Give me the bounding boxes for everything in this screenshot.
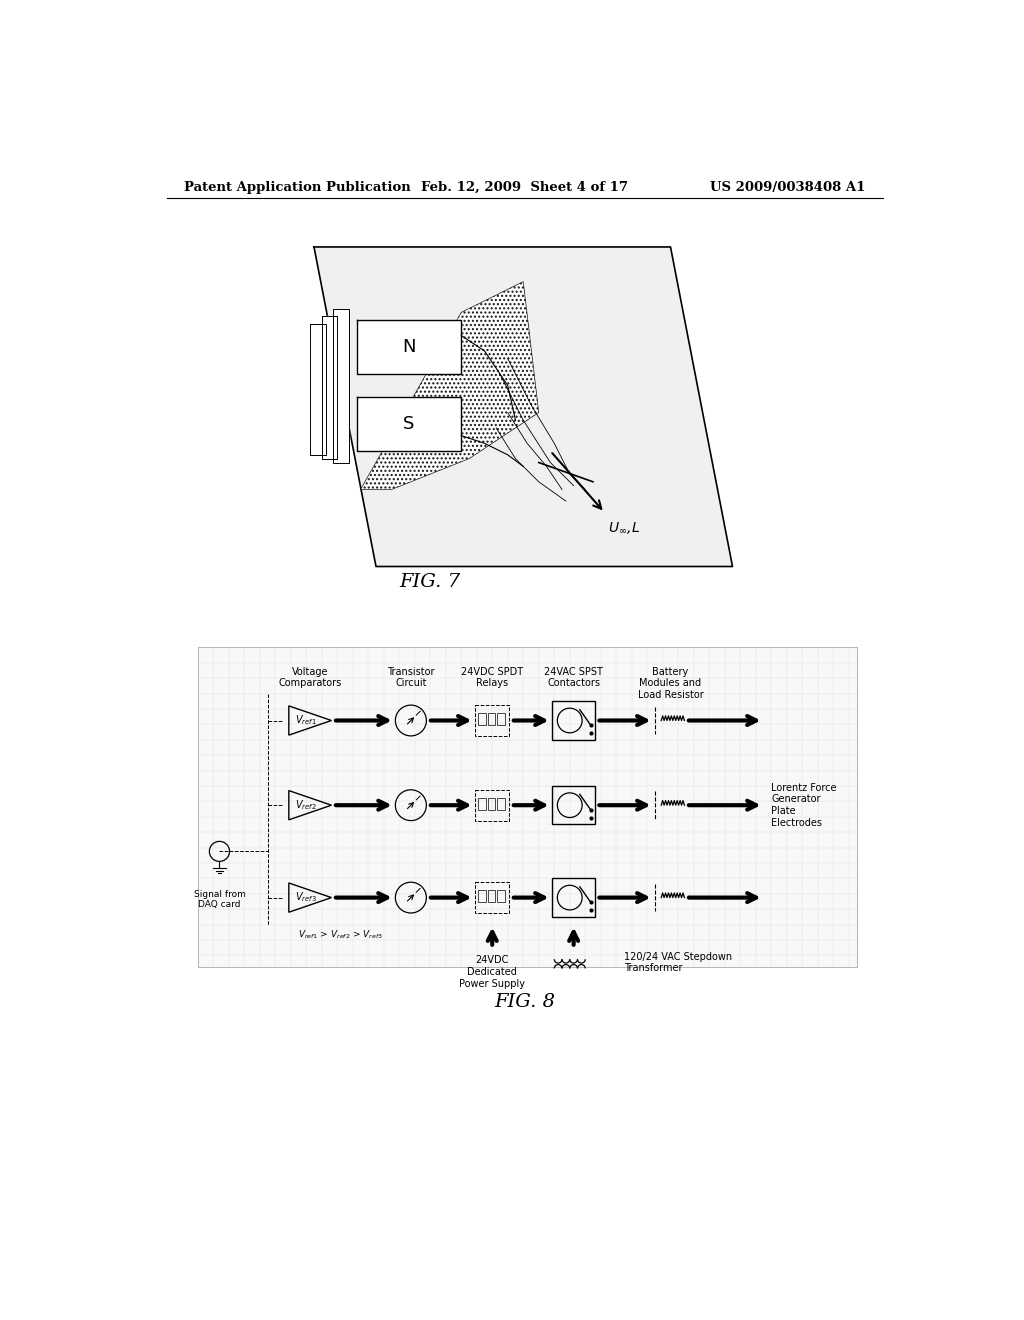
Polygon shape	[360, 281, 539, 490]
Polygon shape	[322, 317, 337, 459]
Text: $V_{ref2}$: $V_{ref2}$	[296, 799, 317, 812]
Bar	[487, 890, 496, 903]
Polygon shape	[356, 321, 461, 374]
Text: 24VDC SPDT
Relays: 24VDC SPDT Relays	[461, 667, 523, 688]
Bar	[478, 713, 486, 725]
Text: $U_{\infty}$,L: $U_{\infty}$,L	[608, 520, 640, 536]
Bar	[497, 713, 505, 725]
Polygon shape	[356, 397, 461, 451]
Text: $V_{ref1}$ > $V_{ref2}$ > $V_{ref3}$: $V_{ref1}$ > $V_{ref2}$ > $V_{ref3}$	[299, 928, 384, 941]
Text: $V_{ref1}$: $V_{ref1}$	[295, 714, 317, 727]
Text: Battery
Modules and
Load Resistor: Battery Modules and Load Resistor	[638, 667, 703, 700]
Text: 120/24 VAC Stepdown
Transformer: 120/24 VAC Stepdown Transformer	[624, 952, 732, 973]
Polygon shape	[314, 247, 732, 566]
Text: Patent Application Publication: Patent Application Publication	[183, 181, 411, 194]
Bar	[478, 797, 486, 809]
Text: US 2009/0038408 A1: US 2009/0038408 A1	[711, 181, 866, 194]
Bar	[497, 890, 505, 903]
Text: FIG. 7: FIG. 7	[399, 573, 461, 591]
Text: Signal from
DAQ card: Signal from DAQ card	[194, 890, 246, 909]
Text: FIG. 8: FIG. 8	[495, 993, 555, 1011]
Text: Voltage
Comparators: Voltage Comparators	[279, 667, 342, 688]
Text: $V_{ref3}$: $V_{ref3}$	[295, 891, 317, 904]
Polygon shape	[310, 323, 326, 455]
Bar	[478, 890, 486, 903]
Text: S: S	[403, 414, 415, 433]
Text: 24VDC
Dedicated
Power Supply: 24VDC Dedicated Power Supply	[459, 956, 525, 989]
Text: 24VAC SPST
Contactors: 24VAC SPST Contactors	[544, 667, 603, 688]
Bar	[198, 647, 856, 966]
Bar	[497, 797, 505, 809]
Text: Feb. 12, 2009  Sheet 4 of 17: Feb. 12, 2009 Sheet 4 of 17	[421, 181, 629, 194]
Polygon shape	[334, 309, 349, 462]
Text: Lorentz Force
Generator
Plate
Electrodes: Lorentz Force Generator Plate Electrodes	[771, 783, 837, 828]
Text: Transistor
Circuit: Transistor Circuit	[387, 667, 434, 688]
Bar	[487, 713, 496, 725]
Bar	[487, 797, 496, 809]
Text: N: N	[402, 338, 416, 356]
